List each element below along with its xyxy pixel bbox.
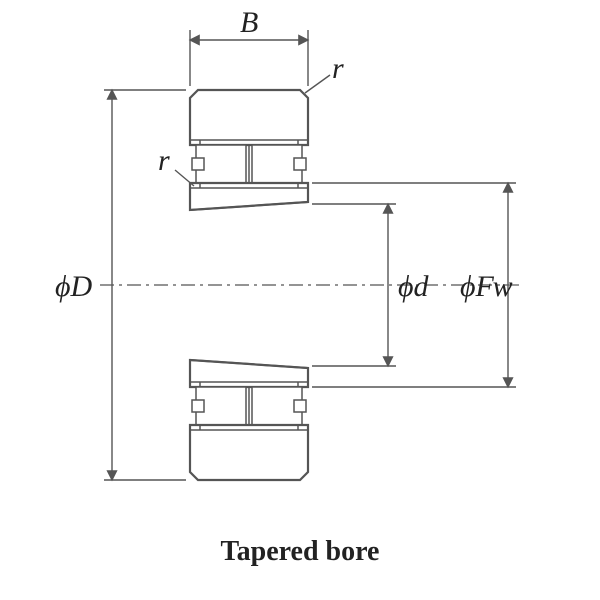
label-r-top: r [332, 52, 344, 85]
dimension-lines [104, 30, 516, 480]
label-phid: ϕd [398, 270, 430, 303]
bearing-upper [190, 90, 308, 210]
bearing-diagram: B r r ϕD ϕd ϕFᴡ Tapered bore [0, 0, 600, 600]
diagram-title: Tapered bore [221, 536, 380, 567]
label-phiFw: ϕFᴡ [460, 270, 513, 303]
bearing-lower [190, 360, 308, 480]
label-r-inner: r [158, 144, 170, 177]
label-phiD: ϕD [55, 270, 93, 303]
label-B: B [240, 6, 258, 39]
